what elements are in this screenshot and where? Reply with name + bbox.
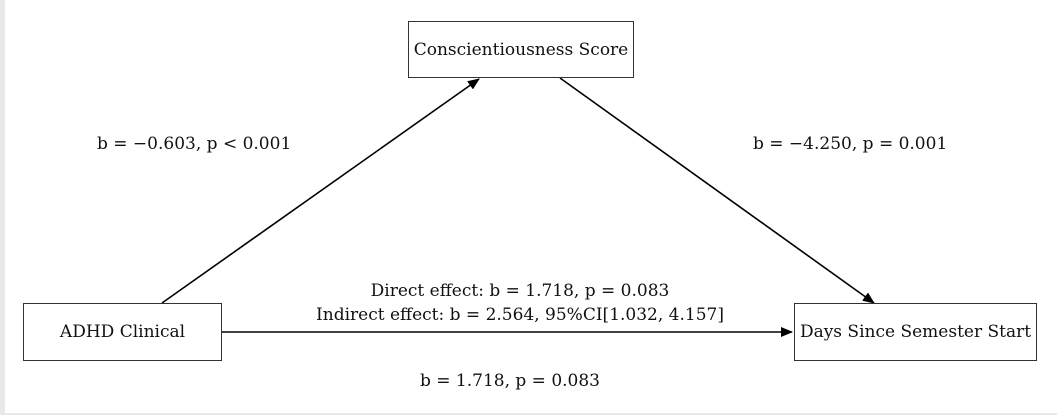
path-a-arrow xyxy=(161,78,480,304)
direct-effect-label: Direct effect: b = 1.718, p = 0.083 xyxy=(370,281,670,301)
diagram-edges xyxy=(161,77,875,337)
mediation-diagram: Conscientiousness Score ADHD Clinical Da… xyxy=(5,0,1057,413)
indirect-effect-label: Indirect effect: b = 2.564, 95%CI[1.032,… xyxy=(316,305,724,325)
path-c-label: b = 1.718, p = 0.083 xyxy=(419,371,600,391)
path-a-label: b = −0.603, p < 0.001 xyxy=(97,134,292,154)
outcome-node: Days Since Semester Start xyxy=(794,303,1037,361)
mediator-label: Conscientiousness Score xyxy=(413,39,629,60)
path-b-label: b = −4.250, p = 0.001 xyxy=(753,134,948,154)
mediator-node: Conscientiousness Score xyxy=(408,21,634,78)
predictor-node: ADHD Clinical xyxy=(23,303,222,361)
outcome-label: Days Since Semester Start xyxy=(799,322,1032,342)
path-b-arrow xyxy=(559,77,875,304)
predictor-label: ADHD Clinical xyxy=(59,322,186,342)
